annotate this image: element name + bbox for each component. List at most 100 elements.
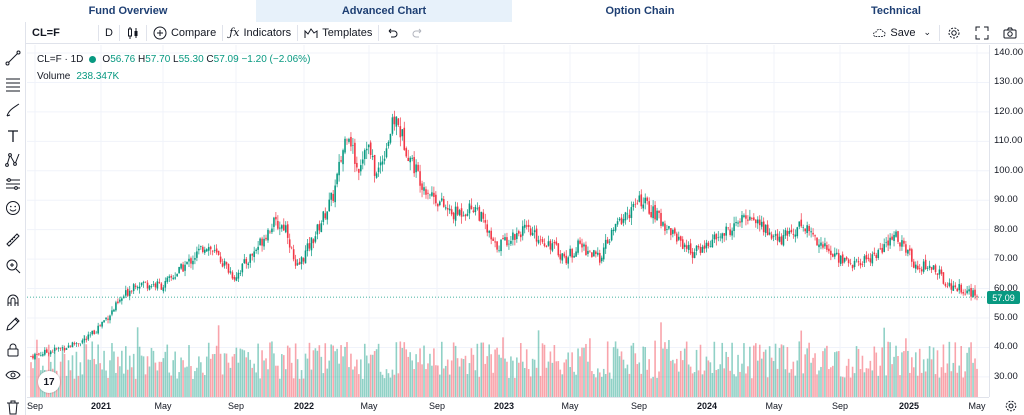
volume-bar xyxy=(719,364,722,397)
volume-bar xyxy=(557,361,560,397)
volume-bar xyxy=(352,369,354,397)
axis-settings-icon[interactable] xyxy=(1004,399,1018,413)
volume-bar xyxy=(419,348,421,397)
candle-body xyxy=(350,136,352,147)
tab-advanced-chart[interactable]: Advanced Chart xyxy=(256,0,512,22)
candle-body xyxy=(53,347,56,352)
volume-bar xyxy=(934,374,937,397)
price-chart[interactable] xyxy=(27,45,989,397)
candle-body xyxy=(38,353,40,355)
candle-body xyxy=(466,213,469,216)
candle-body xyxy=(332,193,334,201)
undo-button[interactable] xyxy=(379,22,405,44)
volume-bar xyxy=(421,364,423,397)
icons-tool[interactable] xyxy=(3,198,23,218)
fullscreen-button[interactable] xyxy=(968,22,996,44)
horizontal-lines-tool[interactable] xyxy=(3,74,23,94)
symbol-search-button[interactable]: CL=F xyxy=(26,22,98,44)
magnet-tool[interactable] xyxy=(3,290,23,310)
time-axis[interactable]: Sep 2021 May Sep 2022 May Sep 2023 May Sep 2024 May… xyxy=(27,397,989,415)
candle-body xyxy=(40,355,42,356)
compare-button[interactable]: Compare xyxy=(147,22,222,44)
volume-label[interactable]: Volume xyxy=(37,70,71,82)
remove-drawings-tool[interactable] xyxy=(3,397,23,415)
candle-body xyxy=(535,228,538,242)
volume-bar xyxy=(547,361,550,397)
tab-fund-overview[interactable]: Fund Overview xyxy=(88,5,168,17)
trend-line-tool[interactable] xyxy=(3,48,23,68)
volume-bar xyxy=(816,374,818,397)
last-price-badge: 57.09 xyxy=(987,291,1020,305)
price-scale[interactable]: 140.00 130.00 120.00 110.00 100.00 90.00 80.00… xyxy=(989,45,1024,397)
prediction-tool[interactable] xyxy=(3,174,23,194)
volume-bar xyxy=(284,369,287,397)
volume-bar xyxy=(282,355,285,397)
candle-body xyxy=(889,237,891,246)
volume-bar xyxy=(500,357,502,397)
candle-body xyxy=(42,354,44,356)
candle-body xyxy=(656,210,658,221)
brush-tool[interactable] xyxy=(3,100,23,120)
candle-body xyxy=(30,356,32,357)
tab-option-chain[interactable]: Option Chain xyxy=(605,5,675,17)
zoom-tool[interactable] xyxy=(3,256,23,276)
volume-bar xyxy=(944,372,947,397)
cloud-icon xyxy=(873,28,886,37)
indicators-button[interactable]: ƒx Indicators xyxy=(223,22,297,44)
candle-body xyxy=(776,233,779,241)
volume-bar xyxy=(867,368,870,397)
interval-button[interactable]: D xyxy=(99,22,119,44)
candle-body xyxy=(859,262,862,266)
text-tool[interactable] xyxy=(3,126,23,146)
screenshot-button[interactable] xyxy=(996,22,1024,44)
tradingview-logo[interactable]: 17 xyxy=(38,371,60,393)
candle-body xyxy=(389,133,392,143)
candle-body xyxy=(932,265,935,270)
candle-body xyxy=(624,212,627,221)
volume-bar xyxy=(739,371,741,397)
settings-button[interactable] xyxy=(940,22,968,44)
redo-button[interactable] xyxy=(405,22,431,44)
volume-bar xyxy=(490,354,492,397)
toolbar-divider xyxy=(145,24,147,41)
volume-bar xyxy=(865,368,868,397)
volume-bar xyxy=(824,348,826,397)
templates-button[interactable]: Templates xyxy=(298,22,378,44)
volume-bar xyxy=(494,349,496,397)
measure-tool[interactable] xyxy=(3,230,23,250)
legend-title[interactable]: CL=F · 1D xyxy=(37,53,84,65)
hide-drawings-tool[interactable] xyxy=(3,365,23,385)
volume-bar xyxy=(747,366,749,397)
legend-ohlc-row: CL=F · 1D O56.76 H57.70 L55.30 C57.09 −1… xyxy=(37,52,310,66)
candle-body xyxy=(954,285,957,288)
candle-body xyxy=(751,218,753,220)
volume-bar xyxy=(648,359,650,397)
candle-body xyxy=(737,222,739,224)
candle-body xyxy=(533,230,536,233)
volume-bar xyxy=(324,343,327,397)
volume-bar xyxy=(401,347,404,397)
price-tick-label: 90.00 xyxy=(994,194,1018,206)
stay-in-drawing-tool[interactable] xyxy=(3,314,23,334)
volume-bar xyxy=(723,368,726,397)
volume-bar xyxy=(573,371,575,397)
volume-bar xyxy=(245,357,248,397)
candle-body xyxy=(654,205,656,220)
volume-bar xyxy=(146,356,149,397)
pattern-tool[interactable] xyxy=(3,150,23,170)
lock-tool[interactable] xyxy=(3,340,23,360)
chart-type-button[interactable] xyxy=(120,22,146,44)
volume-bar xyxy=(115,372,117,397)
candle-body xyxy=(676,233,678,242)
tab-technical[interactable]: Technical xyxy=(871,5,921,17)
volume-bar xyxy=(863,372,866,397)
candle-body xyxy=(642,204,645,209)
volume-bar xyxy=(182,360,184,397)
chart-pane[interactable] xyxy=(27,45,989,397)
candle-body xyxy=(385,148,388,158)
volume-bar xyxy=(597,368,599,397)
candle-body xyxy=(608,241,611,243)
candle-body xyxy=(760,221,763,227)
save-button[interactable]: Save ⌄ xyxy=(864,22,939,44)
legend-ohlc: O56.76 H57.70 L55.30 C57.09 −1.20 (−2.06… xyxy=(102,54,310,65)
